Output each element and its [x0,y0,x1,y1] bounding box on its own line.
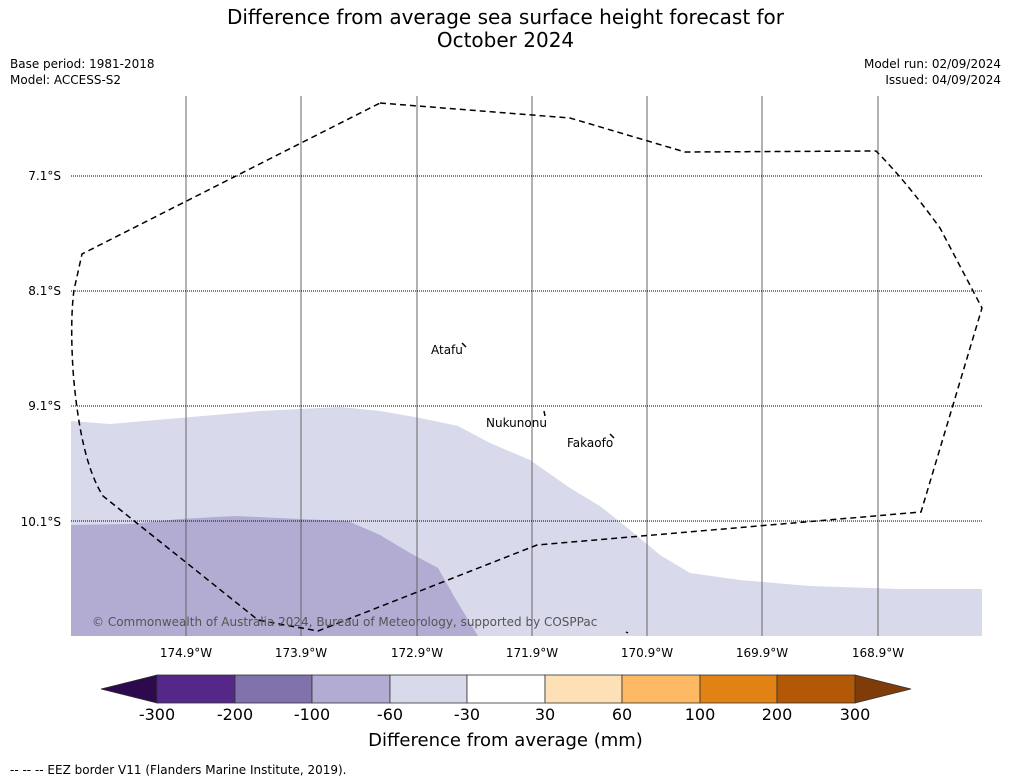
map-title-line1: Difference from average sea surface heig… [226,5,785,29]
lon-label: 174.9°W [159,646,213,660]
footer-legend: -- -- -- EEZ border V11 (Flanders Marine… [10,763,347,777]
colorbar-segment [156,674,236,704]
colorbar-segment [389,674,468,704]
colorbar-tick: -30 [453,705,481,724]
lon-label: 172.9°W [390,646,444,660]
base-period: Base period: 1981-2018 [10,57,155,71]
colorbar-segment [776,674,856,704]
lat-label: 9.1°S [28,399,61,413]
anomaly-region-mid [71,516,478,636]
fakaofo-island-shape [609,433,615,439]
lat-label: 10.1°S [20,515,61,529]
colorbar-tick: -200 [216,705,254,724]
colorbar-extend-high [854,674,912,704]
colorbar-tick: 300 [839,705,871,724]
colorbar-extend-low [100,674,158,704]
lon-label: 171.9°W [505,646,559,660]
lat-label: 8.1°S [28,284,61,298]
colorbar-tick: 200 [761,705,793,724]
issued-date: Issued: 04/09/2024 [885,73,1001,87]
colorbar-tick: 100 [684,705,716,724]
small-islet-shape [625,631,629,634]
colorbar-segment [544,674,623,704]
copyright-notice: © Commonwealth of Australia 2024, Bureau… [92,615,597,629]
colorbar-tick: 60 [611,705,633,724]
lon-label: 168.9°W [851,646,905,660]
model-run: Model run: 02/09/2024 [863,57,1001,71]
lon-label: 173.9°W [274,646,328,660]
colorbar [100,674,912,704]
colorbar-tick: -300 [138,705,176,724]
colorbar-segment [699,674,778,704]
islands [461,342,629,634]
colorbar-segment [466,674,546,704]
nukunonu-island-shape [543,410,546,417]
colorbar-tick: -100 [293,705,331,724]
colorbar-segment [234,674,313,704]
eez-border [70,102,983,632]
lat-label: 7.1°S [28,169,61,183]
colorbar-segment [311,674,391,704]
longitude-gridlines [185,96,879,636]
colorbar-segment [621,674,701,704]
colorbar-title: Difference from average (mm) [368,730,643,751]
lon-label: 169.9°W [735,646,789,660]
map-title-line2: October 2024 [436,28,575,52]
meta-right: Model run: 02/09/2024 Issued: 04/09/2024 [864,56,1001,88]
atafu-island-shape [461,342,467,348]
map-title: Difference from average sea surface heig… [0,6,1011,52]
lon-label: 170.9°W [620,646,674,660]
place-fakaofo: Fakaofo [567,436,613,450]
meta-left: Base period: 1981-2018 Model: ACCESS-S2 [10,56,155,88]
colorbar-tick: 30 [534,705,556,724]
model-name: Model: ACCESS-S2 [10,73,122,87]
place-nukunonu: Nukunonu [486,416,547,430]
place-atafu: Atafu [431,343,463,357]
colorbar-tick: -60 [376,705,404,724]
